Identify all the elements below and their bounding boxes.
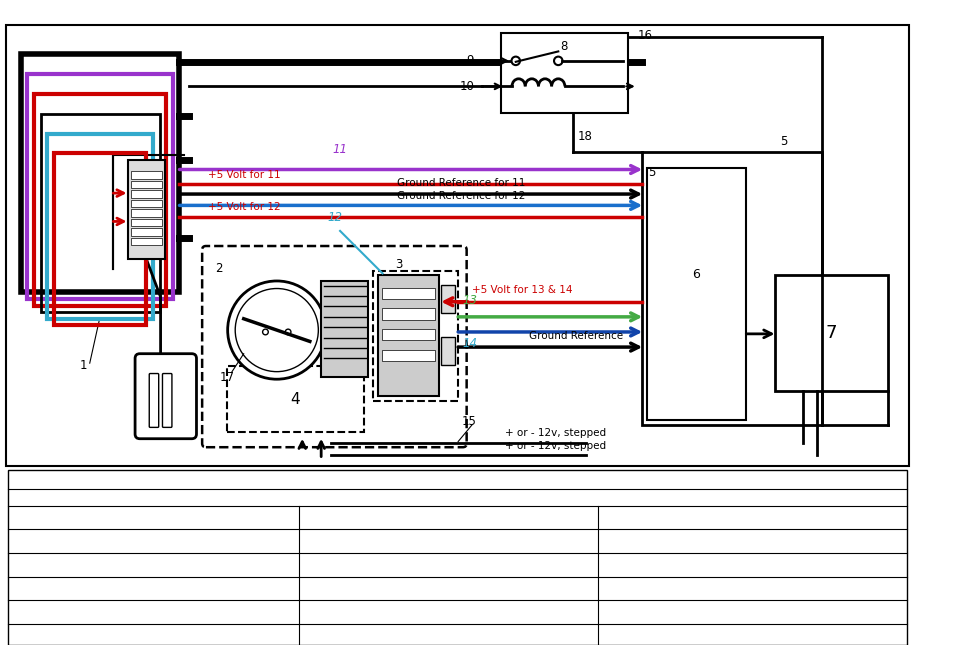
Text: 10.: 10. [303,536,319,546]
Text: From "throttle motor" fuse: From "throttle motor" fuse [319,512,457,522]
Text: 1: 1 [79,359,87,373]
Bar [500,32,628,113]
Text: 3: 3 [395,257,403,271]
Circle shape [554,56,562,65]
Text: 9.: 9. [303,512,314,522]
Text: 11.: 11. [303,560,319,570]
Text: 13.: 13. [303,607,319,617]
Text: APP Sub sensor signal: APP Sub sensor signal [319,583,435,593]
Text: + or - 12v, stepped: + or - 12v, stepped [505,428,607,438]
Text: 8: 8 [560,40,567,53]
Text: TPS Sub sensor signal: TPS Sub sensor signal [319,631,434,640]
Text: 7: 7 [826,324,837,342]
Circle shape [235,288,318,372]
Text: 5: 5 [780,135,788,148]
Bar [128,160,166,259]
Bar [381,350,436,361]
FancyBboxPatch shape [149,373,159,428]
Text: 18.: 18. [603,583,620,593]
Text: 16.: 16. [603,536,620,546]
Bar [132,181,162,188]
Circle shape [286,329,291,335]
Text: Drive signals for throttle actuator: Drive signals for throttle actuator [619,512,794,522]
Text: 4.  Throttle actuator motor: 4. Throttle actuator motor [13,536,152,546]
Text: 12: 12 [328,211,343,225]
Text: 4: 4 [289,392,299,406]
Text: 12.: 12. [303,583,319,593]
Bar [132,190,162,198]
Text: From main relay: From main relay [319,536,404,546]
Text: 5.  Engine Control Module (ECM): 5. Engine Control Module (ECM) [13,560,181,570]
Text: 15: 15 [462,415,477,428]
Bar [643,152,822,424]
Bar [41,114,160,312]
Text: Power supply for throttle actuator, +12v: Power supply for throttle actuator, +12v [619,536,830,546]
Bar [441,337,455,365]
Text: Ground Reference for 12: Ground Reference for 12 [397,191,525,201]
Text: Ground Reference for 11: Ground Reference for 11 [397,178,525,188]
Bar [8,470,907,644]
Bar [6,25,909,466]
Text: APP Main sensor signal: APP Main sensor signal [319,560,439,570]
Text: Control signal for throttle actuator control relay: Control signal for throttle actuator con… [619,583,867,593]
Text: 6.  CPU: 6. CPU [13,583,50,593]
Bar [27,74,173,299]
Text: 16: 16 [638,29,652,42]
Bar [20,54,179,292]
Bar [34,94,166,306]
Text: +5 Volt for 13 & 14: +5 Volt for 13 & 14 [472,285,573,295]
Text: 5: 5 [648,166,655,179]
FancyBboxPatch shape [163,373,172,428]
Text: 13: 13 [463,294,478,306]
Text: 17: 17 [219,371,234,384]
Bar [373,271,458,401]
Bar [647,168,746,420]
Text: 3.  Throttle Position Sensors (TPS): 3. Throttle Position Sensors (TPS) [13,512,189,522]
Bar [774,275,888,391]
Bar [132,228,162,235]
Circle shape [227,281,326,379]
Text: 6: 6 [692,268,700,281]
Text: +5 Volt for 12: +5 Volt for 12 [208,202,281,212]
Text: 11: 11 [333,143,348,156]
Text: 1.   Accelerator Pedal Position (APP) sensor assembly, which contain the acceler: 1. Accelerator Pedal Position (APP) sens… [13,474,757,485]
Bar [381,308,436,320]
Text: 8.  Throttle actuator control relay: 8. Throttle actuator control relay [13,631,186,640]
Text: 14: 14 [463,337,478,350]
Text: + or - 12v, stepped: + or - 12v, stepped [505,441,607,451]
FancyBboxPatch shape [202,246,467,448]
Text: 18: 18 [578,130,593,143]
Bar [381,329,436,341]
Bar [132,200,162,208]
Bar [381,288,436,299]
Bar [132,209,162,217]
Text: 9: 9 [467,54,474,68]
Text: 15.: 15. [603,512,620,522]
Bar [227,366,364,432]
Text: +5 Volt for 11: +5 Volt for 11 [208,170,281,180]
Text: Ground Reference: Ground Reference [529,331,623,341]
Circle shape [511,56,520,65]
Bar [321,281,369,377]
Bar [132,172,162,179]
Bar [441,284,455,313]
Circle shape [262,329,268,335]
Text: 17.: 17. [603,560,620,570]
Text: 2.   Electronic throttle body assembly, which contains the throttle valve, throt: 2. Electronic throttle body assembly, wh… [13,493,803,503]
Bar [132,219,162,226]
Text: 2: 2 [215,262,223,275]
Text: Throttle valve: Throttle valve [619,560,691,570]
Text: 10: 10 [460,80,474,93]
Text: TPS Main sensor signal: TPS Main sensor signal [319,607,439,617]
Text: 14.: 14. [303,631,319,640]
FancyBboxPatch shape [136,353,197,439]
Bar [54,153,146,326]
Bar [378,275,439,396]
Bar [132,237,162,245]
Bar [47,134,153,319]
Text: 7.  Drive circuit for throttle actuator: 7. Drive circuit for throttle actuator [13,607,199,617]
